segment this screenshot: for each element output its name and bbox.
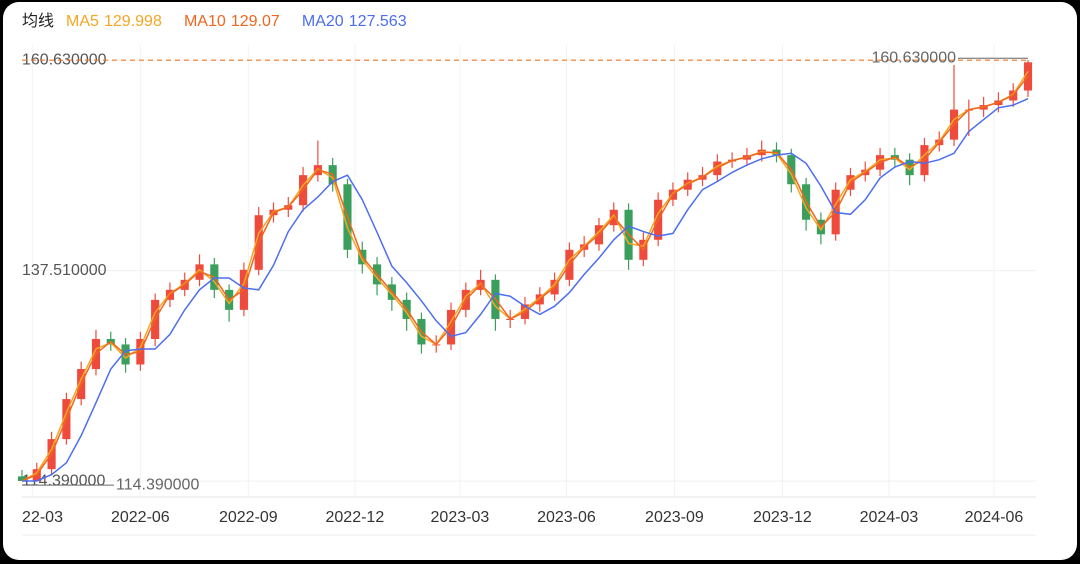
x-tick-label: 2022-06 bbox=[111, 509, 170, 526]
x-tick-label: 2024-06 bbox=[965, 509, 1024, 526]
panel bbox=[3, 2, 1077, 560]
x-tick-label: 2024-03 bbox=[860, 509, 919, 526]
y-tick-label: 160.630000 bbox=[22, 51, 107, 68]
min-marker-label: 114.390000 bbox=[116, 476, 199, 493]
x-tick-label: 22-03 bbox=[22, 509, 63, 526]
ma-line bbox=[21, 75, 1029, 482]
x-tick-label: 2023-03 bbox=[431, 509, 490, 526]
x-tick-label: 2022-09 bbox=[219, 509, 278, 526]
candle-body bbox=[17, 476, 27, 481]
max-marker-label: 160.630000 bbox=[871, 49, 956, 66]
legend-name: MA5 bbox=[66, 13, 99, 30]
x-tick-label: 2023-09 bbox=[645, 509, 704, 526]
legend-value: 129.998 bbox=[104, 13, 162, 30]
legend-name: MA10 bbox=[184, 13, 226, 30]
legend-value: 129.07 bbox=[231, 13, 280, 30]
y-tick-label: 137.510000 bbox=[22, 262, 107, 279]
legend-value: 127.563 bbox=[349, 13, 407, 30]
legend-name: MA20 bbox=[302, 13, 344, 30]
legend-title: 均线 bbox=[22, 12, 54, 30]
x-tick-label: 2023-12 bbox=[753, 509, 812, 526]
ma-line bbox=[22, 98, 1029, 482]
x-tick-label: 2023-06 bbox=[537, 509, 596, 526]
x-tick-label: 2022-12 bbox=[326, 509, 385, 526]
ma-line bbox=[21, 70, 1029, 482]
